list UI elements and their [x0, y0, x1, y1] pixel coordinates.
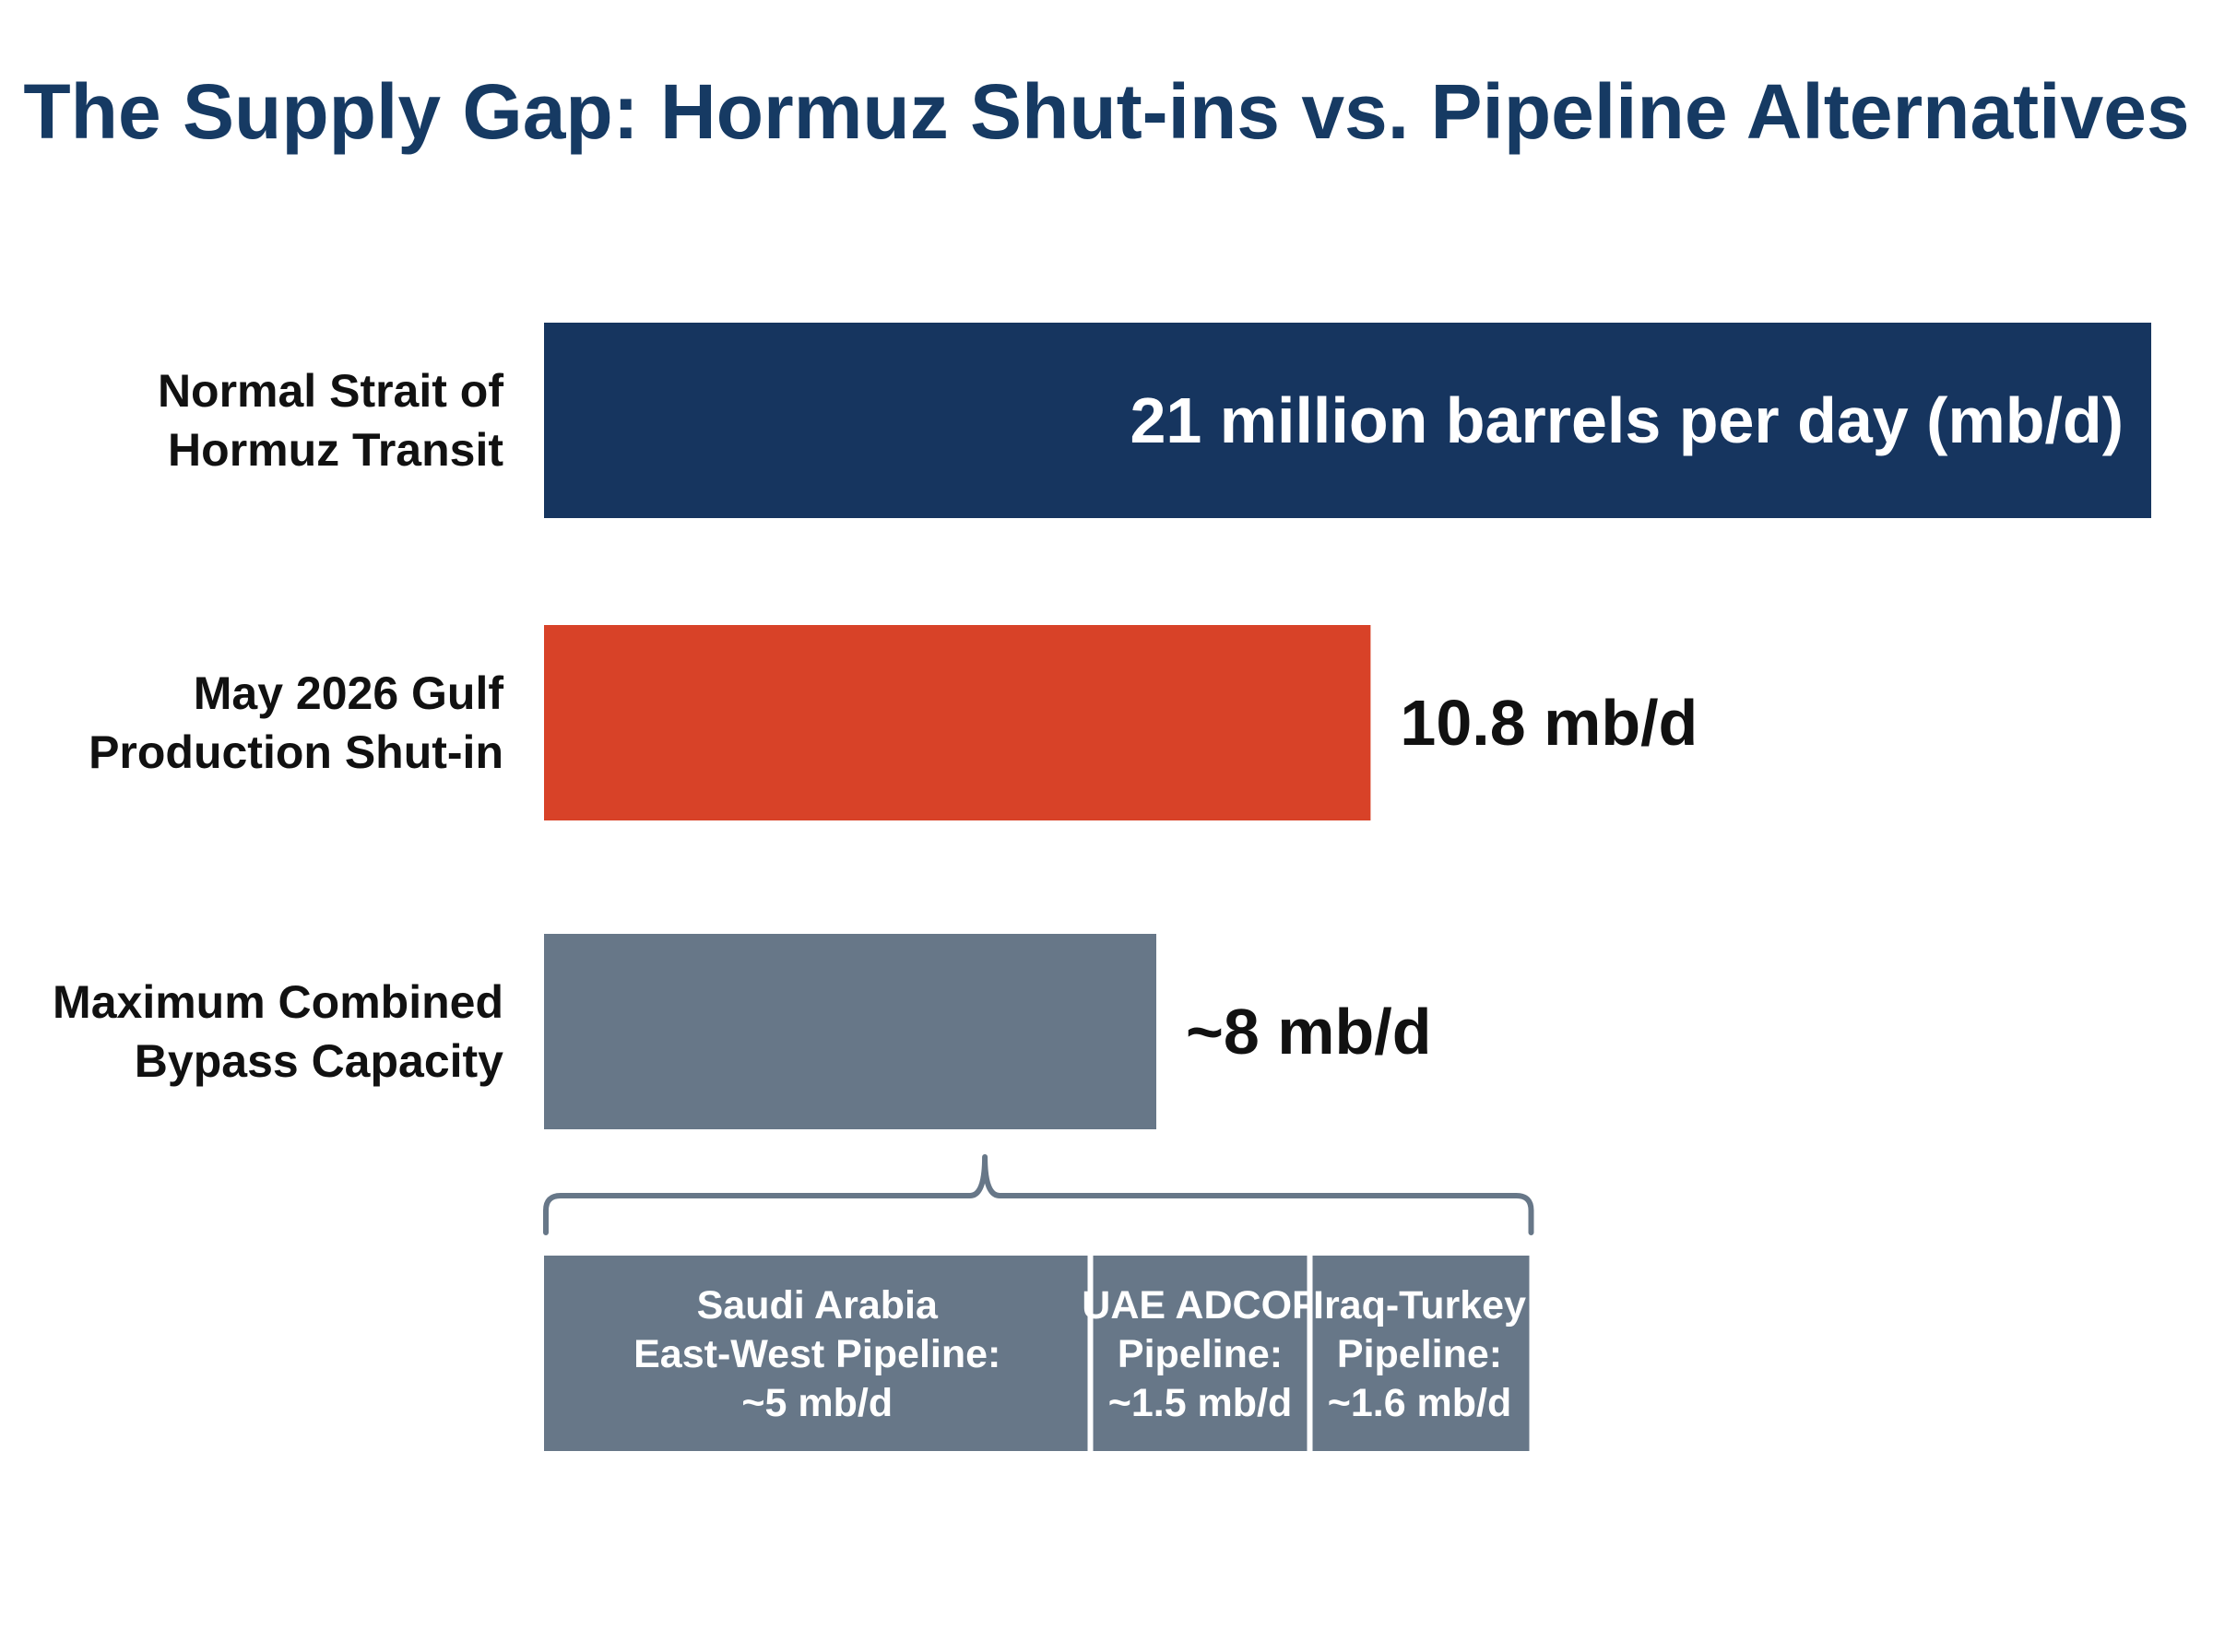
bypass-component-label-1-line-2: East-West Pipeline: [633, 1332, 1000, 1376]
category-label-2-line-1: May 2026 Gulf [194, 667, 504, 719]
data-label-2: 10.8 mb/d [1400, 687, 1698, 759]
bar-3 [544, 934, 1156, 1129]
bypass-component-separator-1 [1087, 1256, 1094, 1451]
bypass-brace [543, 1154, 1534, 1235]
bypass-bracket-layer [543, 1154, 1534, 1235]
bypass-component-label-2-line-2: Pipeline: [1118, 1332, 1283, 1376]
bypass-component-box-2 [1090, 1256, 1310, 1451]
bypass-component-label-3-line-2: Pipeline: [1337, 1332, 1502, 1376]
bypass-component-label-2-line-1: UAE ADCOP [1082, 1283, 1318, 1328]
bypass-component-label-1-line-3: ~5 mb/d [741, 1381, 893, 1425]
bar-1 [544, 323, 2151, 518]
category-label-3-line-2: Bypass Capacity [135, 1035, 503, 1087]
category-label-1-line-2: Hormuz Transit [168, 424, 503, 476]
chart-title: The Supply Gap: Hormuz Shut-ins vs. Pipe… [23, 68, 2189, 155]
data-label-3: ~8 mb/d [1186, 996, 1431, 1068]
bypass-component-label-3-line-1: Iraq-Turkey [1313, 1283, 1526, 1328]
bypass-component-box-3 [1309, 1256, 1530, 1451]
category-label-3-line-1: Maximum Combined [53, 976, 503, 1028]
bypass-component-separator-2 [1307, 1256, 1313, 1451]
bypass-component-label-2-line-3: ~1.5 mb/d [1108, 1381, 1293, 1425]
bypass-component-label-1-line-1: Saudi Arabia [697, 1283, 939, 1328]
category-label-2-line-2: Production Shut-in [89, 726, 503, 778]
category-label-1-line-1: Normal Strait of [158, 365, 503, 417]
bar-2 [544, 625, 1371, 820]
bypass-component-box-1 [544, 1256, 1091, 1451]
bars-layer: Normal Strait of Hormuz Transit 21 million… [53, 323, 2151, 1129]
bypass-component-label-3-line-3: ~1.6 mb/d [1328, 1381, 1512, 1425]
data-label-1: 21 million barrels per day (mb/d) [1130, 384, 2124, 456]
